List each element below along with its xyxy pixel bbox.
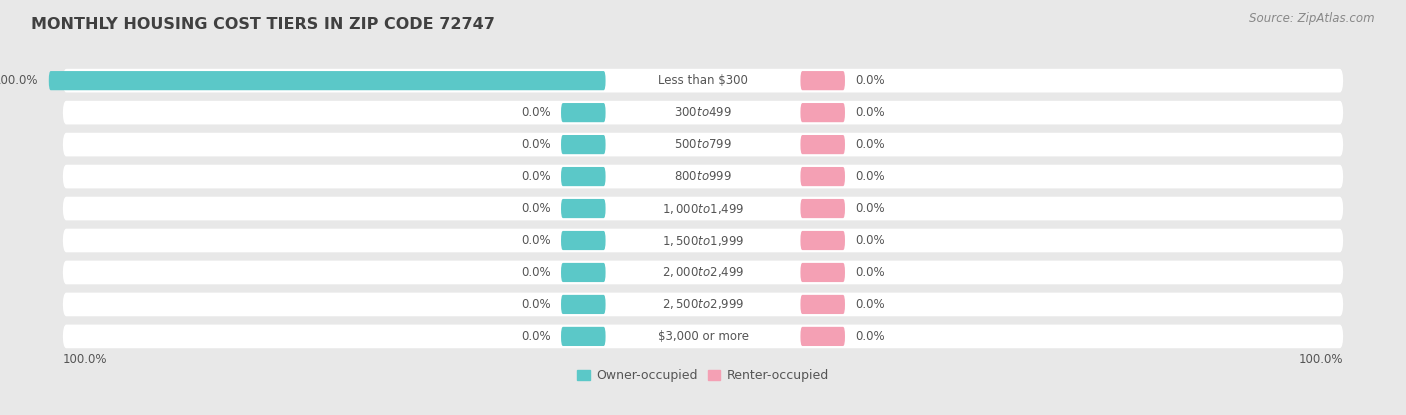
Text: 100.0%: 100.0% xyxy=(0,74,38,87)
Text: 0.0%: 0.0% xyxy=(522,298,551,311)
FancyBboxPatch shape xyxy=(63,133,1343,156)
Text: 0.0%: 0.0% xyxy=(522,330,551,343)
Text: 0.0%: 0.0% xyxy=(855,138,884,151)
FancyBboxPatch shape xyxy=(63,325,1343,348)
Text: 0.0%: 0.0% xyxy=(855,266,884,279)
FancyBboxPatch shape xyxy=(800,327,845,346)
Text: MONTHLY HOUSING COST TIERS IN ZIP CODE 72747: MONTHLY HOUSING COST TIERS IN ZIP CODE 7… xyxy=(31,17,495,32)
Text: $1,000 to $1,499: $1,000 to $1,499 xyxy=(662,202,744,215)
FancyBboxPatch shape xyxy=(800,199,845,218)
Text: 0.0%: 0.0% xyxy=(522,106,551,119)
FancyBboxPatch shape xyxy=(561,167,606,186)
Text: $800 to $999: $800 to $999 xyxy=(673,170,733,183)
Text: Less than $300: Less than $300 xyxy=(658,74,748,87)
Text: 0.0%: 0.0% xyxy=(522,202,551,215)
FancyBboxPatch shape xyxy=(63,165,1343,188)
Text: $2,500 to $2,999: $2,500 to $2,999 xyxy=(662,298,744,311)
Text: 0.0%: 0.0% xyxy=(855,330,884,343)
Text: 0.0%: 0.0% xyxy=(855,74,884,87)
Text: $2,000 to $2,499: $2,000 to $2,499 xyxy=(662,266,744,279)
FancyBboxPatch shape xyxy=(561,263,606,282)
FancyBboxPatch shape xyxy=(63,69,1343,93)
FancyBboxPatch shape xyxy=(800,103,845,122)
Text: $3,000 or more: $3,000 or more xyxy=(658,330,748,343)
FancyBboxPatch shape xyxy=(800,231,845,250)
Text: 0.0%: 0.0% xyxy=(855,234,884,247)
FancyBboxPatch shape xyxy=(800,295,845,314)
FancyBboxPatch shape xyxy=(800,135,845,154)
FancyBboxPatch shape xyxy=(561,295,606,314)
Text: 0.0%: 0.0% xyxy=(522,266,551,279)
Legend: Owner-occupied, Renter-occupied: Owner-occupied, Renter-occupied xyxy=(572,364,834,387)
FancyBboxPatch shape xyxy=(63,261,1343,284)
FancyBboxPatch shape xyxy=(800,263,845,282)
FancyBboxPatch shape xyxy=(561,199,606,218)
FancyBboxPatch shape xyxy=(800,71,845,90)
FancyBboxPatch shape xyxy=(561,135,606,154)
Text: $1,500 to $1,999: $1,500 to $1,999 xyxy=(662,234,744,247)
FancyBboxPatch shape xyxy=(63,293,1343,316)
Text: 0.0%: 0.0% xyxy=(522,234,551,247)
FancyBboxPatch shape xyxy=(800,167,845,186)
Text: $500 to $799: $500 to $799 xyxy=(673,138,733,151)
Text: 100.0%: 100.0% xyxy=(1299,353,1343,366)
Text: Source: ZipAtlas.com: Source: ZipAtlas.com xyxy=(1250,12,1375,25)
Text: 0.0%: 0.0% xyxy=(855,202,884,215)
FancyBboxPatch shape xyxy=(63,229,1343,252)
Text: 100.0%: 100.0% xyxy=(63,353,107,366)
FancyBboxPatch shape xyxy=(561,231,606,250)
Text: $300 to $499: $300 to $499 xyxy=(673,106,733,119)
FancyBboxPatch shape xyxy=(561,103,606,122)
FancyBboxPatch shape xyxy=(49,71,606,90)
Text: 0.0%: 0.0% xyxy=(522,138,551,151)
FancyBboxPatch shape xyxy=(63,101,1343,124)
FancyBboxPatch shape xyxy=(63,197,1343,220)
Text: 0.0%: 0.0% xyxy=(855,298,884,311)
FancyBboxPatch shape xyxy=(561,327,606,346)
Text: 0.0%: 0.0% xyxy=(855,106,884,119)
Text: 0.0%: 0.0% xyxy=(855,170,884,183)
Text: 0.0%: 0.0% xyxy=(522,170,551,183)
